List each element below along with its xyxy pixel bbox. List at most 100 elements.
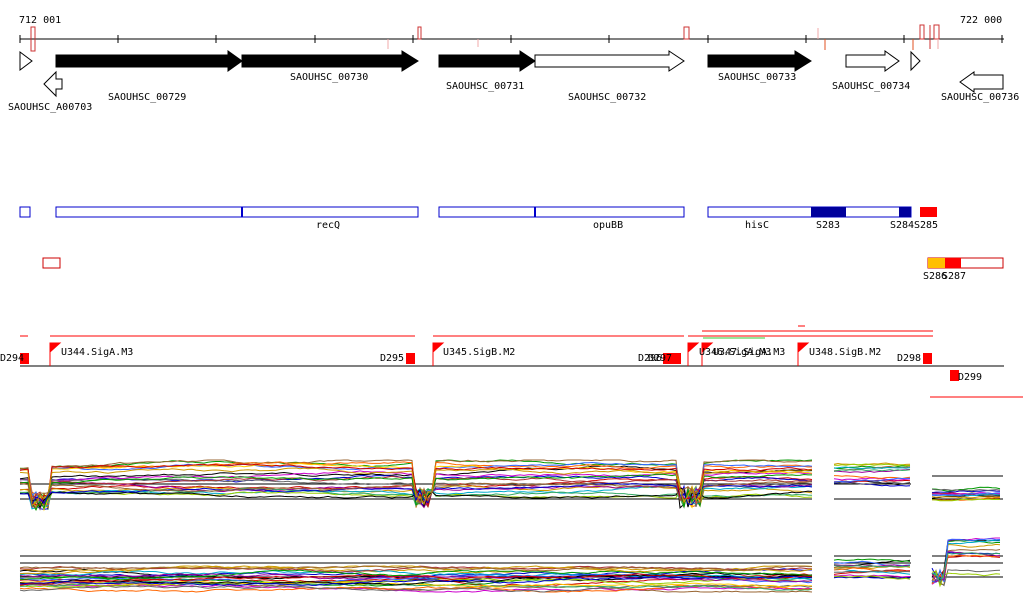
coordinate-axis: 712 001 722 000 — [19, 15, 1004, 52]
segment-label: U346.SigA.M3 — [699, 347, 771, 358]
axis-markers — [30, 24, 940, 52]
operon-label: recQ — [316, 220, 340, 231]
expression-trace — [833, 565, 911, 568]
expression-trace — [833, 462, 911, 466]
operon-label: hisC — [745, 220, 769, 231]
segment-label: D299 — [958, 372, 982, 383]
gene-label: SAOUHSC_00733 — [718, 72, 796, 83]
feature-label: S287 — [942, 271, 966, 282]
expression-trace — [19, 580, 813, 591]
expression-trace — [931, 498, 1001, 502]
expression-trace — [931, 569, 1001, 587]
feature-block[interactable] — [920, 207, 937, 217]
expression-trace — [833, 463, 911, 467]
expression-trace — [833, 469, 911, 472]
gene-label: SAOUHSC_00731 — [446, 81, 524, 92]
coord-start: 712 001 — [19, 15, 61, 26]
expression-trace — [833, 576, 911, 580]
expression-trace — [931, 489, 1001, 494]
gene-arrow[interactable]: SAOUHSC_00733 — [707, 50, 812, 83]
expression-traces — [19, 537, 1001, 593]
operon-label: opuBB — [593, 220, 623, 231]
gene-label: SAOUHSC_A00703 — [8, 102, 92, 113]
expression-trace — [833, 466, 911, 470]
expression-trace — [19, 583, 813, 593]
operon-box[interactable] — [55, 206, 419, 218]
gene-arrow[interactable]: SAOUHSC_00729 — [55, 50, 243, 103]
expression-trace — [931, 552, 1001, 583]
promoter-flags — [49, 342, 810, 366]
feature-label: S283 — [816, 220, 840, 231]
feature-block[interactable] — [811, 207, 846, 217]
operon-box[interactable] — [19, 206, 31, 218]
gene-label: SAOUHSC_00729 — [108, 92, 186, 103]
expression-trace — [931, 492, 1001, 497]
strand-marker — [19, 51, 33, 71]
expression-trace — [931, 488, 1001, 492]
terminator-blocks — [20, 353, 959, 381]
expression-traces — [19, 459, 1001, 512]
gene-label: SAOUHSC_00732 — [568, 92, 646, 103]
gene-arrow[interactable]: SAOUHSC_00736 — [941, 71, 1019, 103]
feature-label: S285 — [914, 220, 938, 231]
expression-trace — [19, 467, 813, 507]
segment-label: D297 — [648, 353, 672, 364]
expression-trace — [833, 464, 911, 470]
gene-arrow[interactable]: SAOUHSC_00730 — [241, 50, 419, 83]
operon-box[interactable] — [438, 206, 685, 218]
segment-label: D296 — [638, 353, 662, 364]
expression-trace — [931, 486, 1001, 492]
axis-ticks — [19, 35, 1003, 43]
expression-trace — [931, 548, 1001, 587]
segment-label: D295 — [380, 353, 404, 364]
expression-panel-upper — [19, 459, 1003, 512]
expression-trace — [19, 573, 813, 586]
gene-label: SAOUHSC_00730 — [290, 72, 368, 83]
expression-trace — [931, 496, 1001, 499]
operon-box[interactable] — [707, 206, 912, 218]
segment-label: U344.SigA.M3 — [61, 347, 133, 358]
gene-arrow[interactable]: SAOUHSC_00732 — [534, 50, 685, 103]
feature-label: S284 — [890, 220, 914, 231]
expression-trace — [19, 575, 813, 586]
axis-faint-marks — [387, 28, 939, 49]
expression-trace — [833, 477, 911, 481]
gene-arrow[interactable]: SAOUHSC_A00703 — [8, 70, 92, 113]
feature-block[interactable] — [945, 258, 961, 268]
feature-box[interactable] — [42, 257, 61, 269]
segment-spans — [20, 325, 1023, 398]
segment-label: U348.SigB.M2 — [809, 347, 881, 358]
segment-label: U345.SigB.M2 — [443, 347, 515, 358]
expression-trace — [833, 575, 911, 580]
gene-label: SAOUHSC_00734 — [832, 81, 910, 92]
gene-track: SAOUHSC_A00703 SAOUHSC_00729 SAOUHSC_007… — [8, 50, 1019, 113]
expression-trace — [833, 558, 911, 563]
expression-trace — [19, 573, 813, 583]
gene-arrow[interactable]: SAOUHSC_00731 — [438, 50, 536, 92]
expression-trace — [19, 569, 812, 581]
segment-label: D298 — [897, 353, 921, 364]
coord-end: 722 000 — [960, 15, 1002, 26]
expression-trace — [19, 565, 812, 572]
segment-track: D294 U344.SigA.M3 D295 U345.SigB.M2 D296… — [0, 325, 1023, 398]
expression-trace — [19, 572, 813, 586]
expression-trace — [833, 567, 911, 573]
expression-trace — [19, 584, 813, 593]
gene-label: SAOUHSC_00736 — [941, 92, 1019, 103]
expression-trace — [833, 477, 911, 483]
gene-arrow[interactable]: SAOUHSC_00734 — [832, 50, 910, 92]
feature-block[interactable] — [928, 258, 945, 268]
operon-track: recQ opuBB hisC S283 S284 S285 S286 S287 — [19, 206, 1004, 282]
segment-label: U347.SigA.M3 — [713, 347, 785, 358]
expression-panel-lower — [19, 537, 1003, 593]
expression-trace — [833, 481, 911, 485]
feature-label: S286 — [923, 271, 947, 282]
strand-marker — [910, 50, 921, 72]
expression-trace — [19, 481, 813, 508]
segment-label: D294 — [0, 353, 24, 364]
expression-trace — [833, 468, 911, 473]
expression-trace — [833, 570, 911, 573]
feature-block[interactable] — [899, 207, 911, 217]
expression-trace — [931, 570, 1001, 588]
